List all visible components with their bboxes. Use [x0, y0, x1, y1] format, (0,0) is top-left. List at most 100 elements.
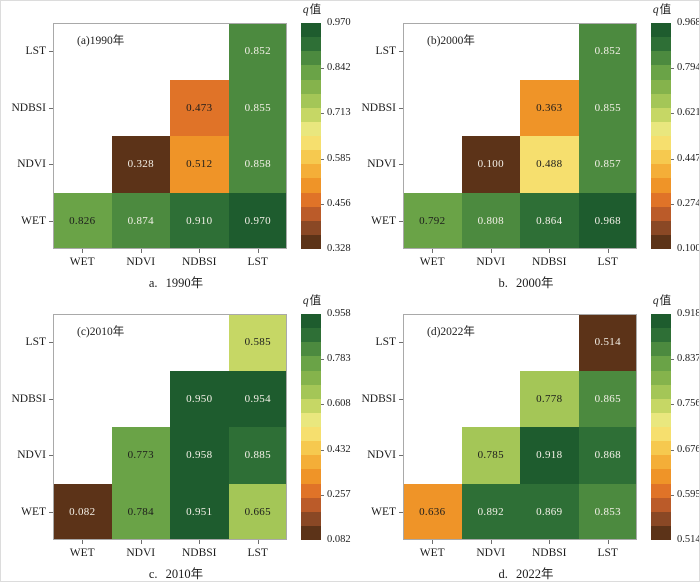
y-axis-tick — [49, 455, 53, 457]
colorbar-tick — [671, 404, 674, 406]
heatmap-cell: 0.778 — [520, 370, 579, 427]
colorbar-tick — [321, 404, 324, 406]
heatmap-cell: 0.784 — [111, 483, 170, 540]
x-axis-tick — [490, 249, 492, 253]
colorbar-band — [651, 511, 671, 527]
heatmap-cell: 0.852 — [578, 23, 637, 80]
colorbar-band — [301, 164, 321, 179]
panel-caption: b. 2000年 — [498, 276, 554, 290]
x-axis-tick — [140, 249, 142, 253]
heatmap-cell: 0.858 — [228, 136, 287, 193]
x-axis-label: WET — [69, 547, 95, 559]
x-axis-tick — [607, 249, 609, 253]
heatmap-cell: 0.488 — [520, 136, 579, 193]
colorbar-title: q值 — [639, 3, 685, 17]
colorbar-band — [651, 497, 671, 513]
colorbar-band — [651, 525, 671, 541]
panel-title: (c)2010年 — [77, 326, 125, 338]
colorbar-band — [651, 121, 671, 137]
colorbar-title: q值 — [639, 294, 685, 308]
x-axis-label: NDVI — [476, 547, 506, 559]
colorbar-tick-label: 0.794 — [677, 62, 700, 74]
panel-title: (d)2022年 — [427, 326, 475, 338]
colorbar-band — [651, 93, 671, 109]
colorbar-tick — [671, 449, 674, 451]
heatmap-cell: 0.473 — [170, 79, 229, 136]
panel-title: (b)2000年 — [427, 35, 475, 47]
colorbar-band — [651, 455, 671, 470]
x-axis-tick — [607, 540, 609, 544]
heatmap-cell: 0.885 — [228, 427, 287, 484]
x-axis-label: NDVI — [126, 547, 156, 559]
y-axis-label: WET — [21, 214, 46, 227]
y-axis-label: NDBSI — [361, 101, 396, 114]
y-axis-tick — [49, 398, 53, 400]
colorbar-band — [651, 356, 671, 371]
colorbar-band — [651, 51, 671, 66]
x-axis-label: NDBSI — [181, 256, 217, 268]
heatmap-panel-c: 0.585 0.950 0.954 0.773 0.958 0.885 0.082 0.784… — [1, 292, 351, 581]
colorbar-tick-label: 0.595 — [677, 488, 700, 500]
colorbar-title-cjk: 值 — [309, 4, 322, 16]
heatmap-cell: 0.950 — [170, 370, 229, 427]
x-axis-label: WET — [419, 256, 445, 268]
colorbar-band — [651, 164, 671, 179]
heatmap-cell: 0.968 — [578, 192, 637, 249]
heatmap-cell: 0.785 — [461, 427, 520, 484]
colorbar-band — [651, 398, 671, 414]
x-axis-label: LST — [597, 256, 618, 268]
colorbar-band — [651, 384, 671, 400]
heatmap-panel-b: 0.852 0.363 0.855 0.100 0.488 0.857 0.792 0.808… — [351, 1, 700, 292]
y-axis-label: LST — [375, 336, 396, 349]
y-axis-label: LST — [25, 336, 46, 349]
colorbar-title-cjk: 值 — [309, 295, 322, 307]
colorbar-band — [651, 79, 671, 95]
y-axis-tick — [399, 51, 403, 53]
heatmap-cell: 0.855 — [578, 79, 637, 136]
colorbar-band — [651, 427, 671, 442]
colorbar-band — [651, 37, 671, 52]
heatmap-cell: 0.514 — [578, 314, 637, 371]
colorbar-band — [301, 37, 321, 52]
y-axis-label: WET — [371, 505, 396, 518]
heatmap-cell: 0.082 — [53, 483, 112, 540]
y-axis-label: WET — [21, 505, 46, 518]
colorbar-band — [301, 136, 321, 151]
y-axis-tick — [399, 220, 403, 222]
x-axis-label: WET — [69, 256, 95, 268]
x-axis-label: LST — [597, 547, 618, 559]
colorbar-band — [301, 497, 321, 513]
colorbar-tick-label: 0.958 — [327, 308, 351, 319]
x-axis-label: LST — [247, 256, 268, 268]
colorbar-tick-label: 0.970 — [327, 17, 351, 28]
heatmap-cell: 0.892 — [461, 483, 520, 540]
colorbar-title-cjk: 值 — [659, 295, 672, 307]
heatmap-cell: 0.874 — [111, 192, 170, 249]
colorbar-tick-label: 0.968 — [677, 17, 700, 28]
colorbar-band — [651, 65, 671, 80]
colorbar-tick — [671, 68, 674, 70]
colorbar-band — [651, 328, 671, 343]
heatmap-cell: 0.792 — [403, 192, 462, 249]
colorbar-band — [301, 65, 321, 80]
colorbar-title-q: q — [302, 295, 309, 307]
colorbar-tick — [321, 449, 324, 451]
colorbar-band — [651, 107, 671, 123]
x-axis-label: NDVI — [476, 256, 506, 268]
colorbar-band — [301, 328, 321, 343]
panel-caption: c. 2010年 — [148, 567, 204, 581]
x-axis-tick — [199, 540, 201, 544]
heatmap-panel-d: 0.514 0.778 0.865 0.785 0.918 0.868 0.636 0.892… — [351, 292, 700, 581]
colorbar-tick — [671, 494, 674, 496]
colorbar-band — [651, 150, 671, 165]
colorbar-tick-label: 0.432 — [327, 443, 351, 455]
colorbar-band — [301, 384, 321, 400]
x-axis-label: NDBSI — [531, 547, 567, 559]
heatmap-cell: 0.954 — [228, 370, 287, 427]
colorbar-band — [651, 342, 671, 357]
heatmap-cell: 0.970 — [228, 192, 287, 249]
y-axis-label: NDVI — [17, 158, 46, 171]
colorbar-band — [301, 469, 321, 484]
y-axis-tick — [399, 342, 403, 344]
colorbar-band — [301, 455, 321, 470]
